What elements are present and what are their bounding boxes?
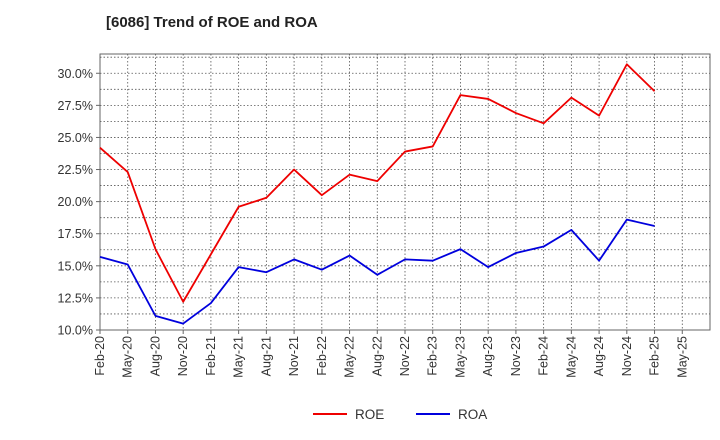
x-tick-label: Nov-23 bbox=[509, 336, 523, 376]
x-tick-label: May-20 bbox=[121, 336, 135, 378]
x-tick-label: Aug-20 bbox=[148, 336, 162, 376]
y-tick-label: 20.0% bbox=[58, 195, 93, 209]
y-tick-label: 12.5% bbox=[58, 291, 93, 305]
x-tick-label: Nov-22 bbox=[398, 336, 412, 376]
x-tick-label: May-21 bbox=[232, 336, 246, 378]
series-line-roa bbox=[99, 218, 655, 325]
x-tick-label: Feb-24 bbox=[537, 336, 551, 376]
x-tick-label: Aug-23 bbox=[481, 336, 495, 376]
x-tick-label: Nov-21 bbox=[287, 336, 301, 376]
x-tick-label: Feb-20 bbox=[93, 336, 107, 376]
y-tick-label: 17.5% bbox=[58, 227, 93, 241]
x-tick-label: May-22 bbox=[343, 336, 357, 378]
grid-lines bbox=[100, 54, 710, 330]
x-tick-label: Aug-22 bbox=[370, 336, 384, 376]
y-tick-label: 25.0% bbox=[58, 131, 93, 145]
y-axis: 10.0% 12.5% 15.0% 17.5% 20.0% 22.5% 25.0% 27.5%… bbox=[58, 67, 100, 338]
x-tick-label: Feb-23 bbox=[426, 336, 440, 376]
legend: ROE ROA bbox=[313, 407, 487, 422]
x-axis: Feb-20 May-20 Aug-20 Nov-20 Feb-21 May-21 Aug-… bbox=[93, 330, 689, 378]
y-tick-label: 10.0% bbox=[58, 324, 93, 338]
x-tick-label: Nov-20 bbox=[176, 336, 190, 376]
x-tick-label: May-25 bbox=[675, 336, 689, 378]
y-tick-label: 27.5% bbox=[58, 99, 93, 113]
y-tick-label: 15.0% bbox=[58, 259, 93, 273]
x-tick-label: Nov-24 bbox=[620, 336, 634, 376]
x-tick-label: Aug-21 bbox=[259, 336, 273, 376]
x-tick-label: Feb-21 bbox=[204, 336, 218, 376]
x-tick-label: May-24 bbox=[564, 336, 578, 378]
y-tick-label: 30.0% bbox=[58, 67, 93, 81]
x-tick-label: Feb-25 bbox=[648, 336, 662, 376]
series-lines bbox=[99, 63, 656, 325]
x-tick-label: May-23 bbox=[453, 336, 467, 378]
legend-label-roe: ROE bbox=[355, 407, 384, 422]
legend-label-roa: ROA bbox=[458, 407, 487, 422]
x-tick-label: Feb-22 bbox=[315, 336, 329, 376]
x-tick-label: Aug-24 bbox=[592, 336, 606, 376]
chart-title: [6086] Trend of ROE and ROA bbox=[106, 14, 318, 31]
series-line-roe bbox=[99, 63, 656, 303]
y-tick-label: 22.5% bbox=[58, 163, 93, 177]
